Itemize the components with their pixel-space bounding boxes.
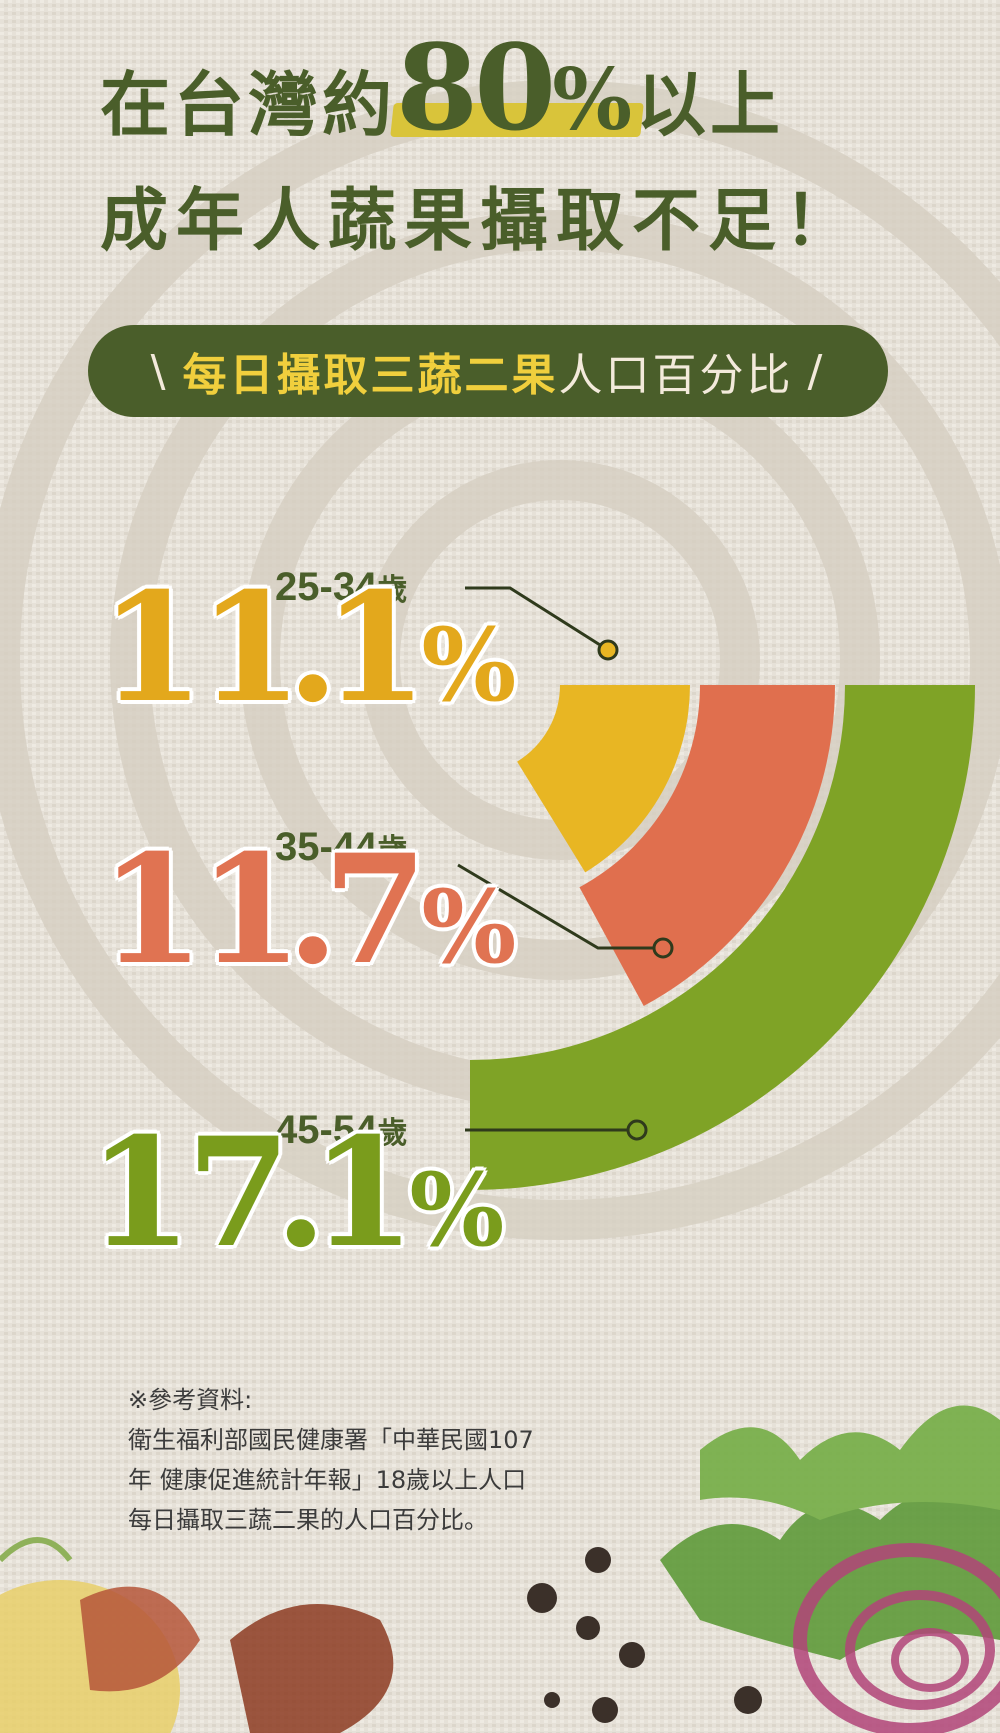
- pct-dot: .: [274, 1105, 327, 1281]
- pill-highlight: 每日攝取三蔬二果: [182, 350, 559, 401]
- headline-highlight: 80%: [396, 18, 636, 157]
- source-label: ※參考資料:: [128, 1386, 253, 1414]
- pct-int: 11: [100, 560, 303, 736]
- headline-number: 80: [396, 18, 556, 157]
- peppercorns-illustration: [527, 1547, 762, 1723]
- headline-line-2: 成年人蔬果攝取不足！: [100, 182, 861, 261]
- age-label-25-34: 25-34歲: [275, 565, 407, 610]
- parsley-illustration: [660, 1405, 1000, 1660]
- pct-dec: 1: [322, 560, 427, 736]
- pct-sym: %: [409, 1151, 504, 1269]
- headline-prefix: 在台灣約: [100, 64, 396, 146]
- age-label-35-44: 35-44歲: [275, 825, 407, 870]
- headline-suffix: 以上: [636, 64, 785, 146]
- pill-slash-right: /: [807, 345, 826, 397]
- food-illustration-left: [0, 1537, 394, 1733]
- pct-dec: 7: [322, 822, 427, 998]
- pct-dec: 1: [310, 1105, 415, 1281]
- source-line-1: 衛生福利部國民健康署「中華民國107: [128, 1426, 534, 1454]
- headline-percent: %: [552, 50, 637, 149]
- age-range-text: 35-44: [275, 825, 378, 869]
- percentage-45-54: 17.1%: [88, 1105, 504, 1281]
- age-unit-text: 歲: [377, 574, 408, 607]
- source-line-3: 每日攝取三蔬二果的人口百分比。: [128, 1506, 488, 1534]
- age-unit-text: 歲: [377, 1117, 408, 1150]
- age-label-45-54: 45-54歲: [275, 1108, 407, 1153]
- source-note: ※參考資料: 衛生福利部國民健康署「中華民國107 年 健康促進統計年報」18歲…: [128, 1380, 608, 1540]
- pct-dot: .: [286, 822, 339, 998]
- pct-sym: %: [421, 606, 516, 724]
- percentage-35-44: 11.7%: [100, 822, 516, 998]
- subtitle-pill: \ 每日攝取三蔬二果 人口百分比 /: [88, 325, 888, 417]
- pct-int: 11: [100, 822, 303, 998]
- onion-illustration: [793, 1543, 1000, 1733]
- age-unit-text: 歲: [377, 834, 408, 867]
- headline-line-1: 在台灣約80%以上: [100, 18, 1000, 157]
- pct-sym: %: [421, 868, 516, 986]
- pill-rest: 人口百分比: [558, 350, 794, 401]
- source-line-2: 年 健康促進統計年報」18歲以上人口: [128, 1466, 527, 1494]
- pct-dot: .: [286, 560, 339, 736]
- age-range-text: 45-54: [275, 1108, 378, 1152]
- pill-slash-left: \: [150, 345, 169, 397]
- percentage-25-34: 11.1%: [100, 560, 516, 736]
- age-range-text: 25-34: [275, 565, 378, 609]
- pct-int: 17: [88, 1105, 291, 1281]
